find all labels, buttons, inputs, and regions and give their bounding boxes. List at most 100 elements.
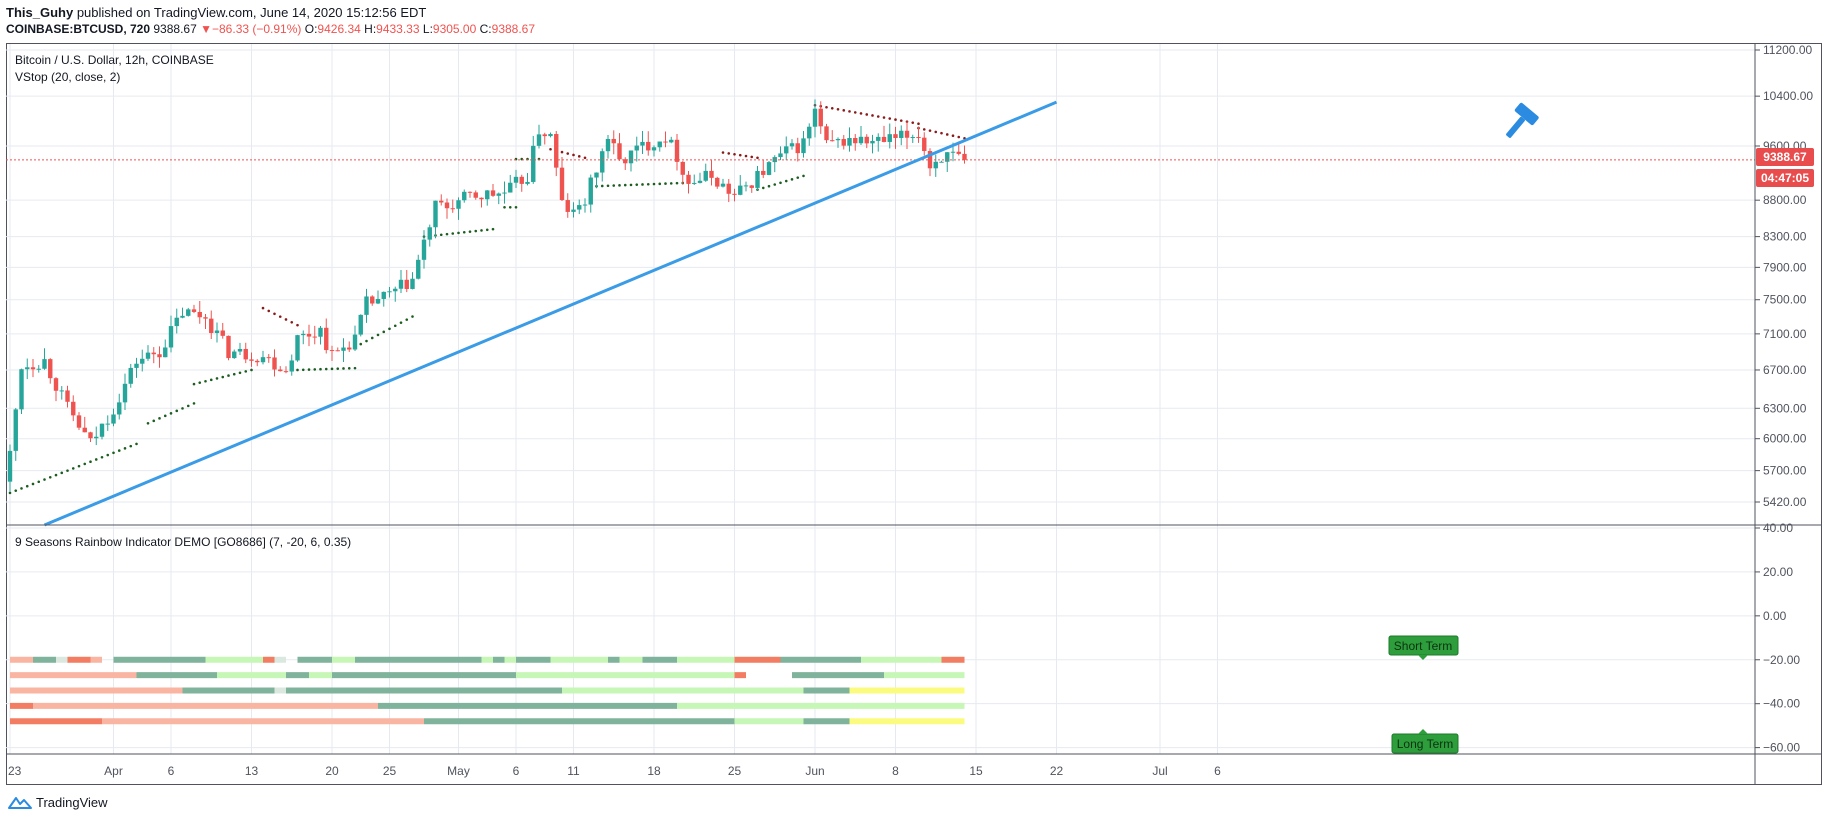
candle-body[interactable] [364,296,369,315]
candle-body[interactable] [456,200,461,209]
time-axis[interactable]: 23 Apr 6 13 20 25 May 6 11 18 25 Jun 8 15 22 Jul 6 [8,764,1221,778]
candle-body[interactable] [646,141,651,151]
candle-body[interactable] [939,161,944,163]
candle-body[interactable] [410,278,415,289]
candle-body[interactable] [42,359,47,369]
candle-body[interactable] [71,401,76,416]
candle-body[interactable] [703,170,708,181]
candle-body[interactable] [611,138,616,144]
candle-body[interactable] [663,141,668,143]
candle-body[interactable] [53,378,59,391]
candle-body[interactable] [749,185,754,188]
candle-body[interactable] [82,427,87,433]
candle-body[interactable] [600,151,605,173]
candle-body[interactable] [335,350,340,352]
candle-body[interactable] [841,139,846,146]
indicator-axis[interactable]: 40.00 20.00 0.00 −20.00 −40.00 −60.00 [1755,521,1800,755]
candle-body[interactable] [387,291,392,293]
candle-body[interactable] [789,143,795,147]
price-candles[interactable] [7,99,967,492]
candle-body[interactable] [174,317,179,327]
candle-body[interactable] [726,183,731,194]
candle-body[interactable] [485,190,490,200]
candle-body[interactable] [433,200,438,228]
candle-body[interactable] [835,139,841,141]
candle-body[interactable] [324,327,329,351]
candle-body[interactable] [933,161,938,169]
candle-body[interactable] [306,333,312,337]
candle-body[interactable] [370,296,375,304]
hammer-icon[interactable] [1499,102,1540,144]
candle-body[interactable] [375,298,381,304]
candle-body[interactable] [853,137,858,144]
candle-body[interactable] [519,176,524,184]
candle-body[interactable] [145,352,151,359]
candle-body[interactable] [243,348,248,360]
candle-body[interactable] [715,177,720,187]
candle-body[interactable] [36,368,41,370]
candle-body[interactable] [858,136,864,144]
candle-body[interactable] [163,347,168,358]
candle-body[interactable] [209,318,214,334]
candle-body[interactable] [140,358,145,364]
candle-body[interactable] [536,134,542,146]
candle-body[interactable] [761,170,766,175]
candle-body[interactable] [99,423,105,437]
candle-body[interactable] [94,436,99,439]
candle-body[interactable] [226,335,231,359]
candle-body[interactable] [502,192,507,194]
candle-body[interactable] [278,369,283,372]
candle-body[interactable] [462,191,467,201]
candle-body[interactable] [237,348,243,352]
candle-body[interactable] [180,315,185,318]
candle-body[interactable] [686,174,691,184]
candle-body[interactable] [657,141,662,148]
candle-body[interactable] [220,330,225,336]
candle-body[interactable] [168,326,174,348]
candle-body[interactable] [887,134,892,142]
candle-body[interactable] [582,204,588,206]
candle-body[interactable] [283,371,289,373]
candle-body[interactable] [513,176,519,183]
candle-body[interactable] [444,202,450,209]
candle-body[interactable] [709,170,714,178]
candle-body[interactable] [830,140,835,142]
candle-body[interactable] [594,172,599,178]
candle-body[interactable] [623,159,628,164]
candle-body[interactable] [577,205,582,210]
candle-body[interactable] [680,161,685,175]
price-axis[interactable]: 11200.0010400.009600.008800.008300.00790… [1755,43,1813,509]
candle-body[interactable] [30,367,36,370]
candle-body[interactable] [910,137,915,139]
candle-body[interactable] [962,153,967,160]
candle-body[interactable] [876,136,881,141]
candle-body[interactable] [956,151,961,154]
candle-body[interactable] [312,336,317,338]
candle-body[interactable] [864,136,869,144]
candle-body[interactable] [329,350,335,352]
candle-body[interactable] [479,197,484,200]
candle-body[interactable] [151,352,156,355]
candle-body[interactable] [427,227,432,240]
candle-body[interactable] [634,145,639,151]
candle-body[interactable] [341,347,346,351]
candle-body[interactable] [490,190,496,196]
candle-body[interactable] [381,291,386,299]
candle-body[interactable] [105,423,110,425]
candle-body[interactable] [922,137,927,152]
candle-body[interactable] [48,359,53,379]
candle-body[interactable] [301,333,306,336]
candle-body[interactable] [266,357,271,359]
candle-body[interactable] [784,146,789,154]
candle-body[interactable] [7,450,13,482]
candle-body[interactable] [916,137,921,139]
candle-body[interactable] [197,311,202,318]
candle-body[interactable] [272,357,277,370]
candle-body[interactable] [318,327,323,337]
candle-body[interactable] [352,334,358,350]
trend-line[interactable] [43,100,1058,527]
candle-body[interactable] [439,200,444,203]
candle-body[interactable] [467,191,473,193]
candle-body[interactable] [134,363,139,368]
candle-body[interactable] [289,360,294,372]
